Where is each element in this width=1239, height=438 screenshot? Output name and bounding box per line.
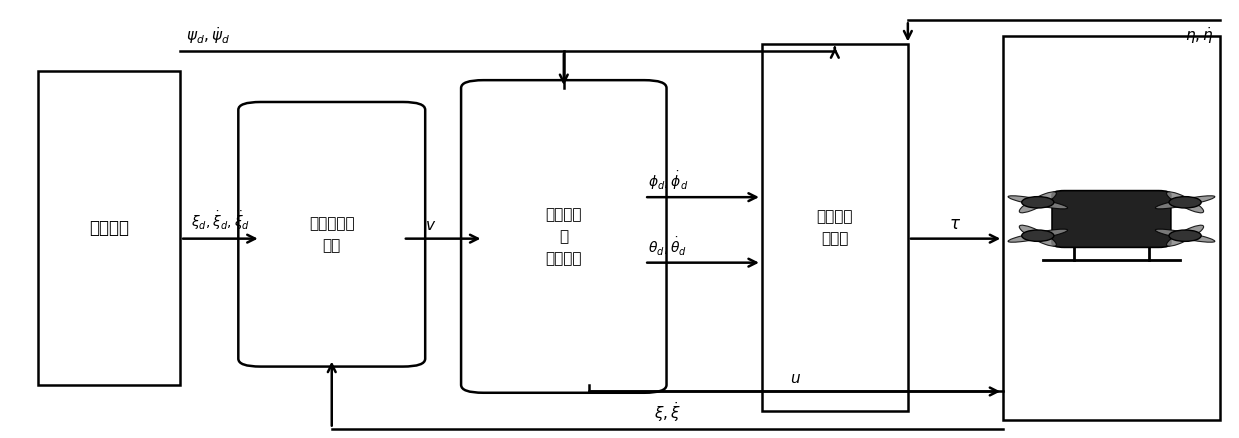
Bar: [762, 44, 908, 411]
Text: $v$: $v$: [425, 219, 436, 233]
Text: 期望轨迹: 期望轨迹: [89, 219, 129, 237]
Text: $\xi,\dot{\xi}$: $\xi,\dot{\xi}$: [654, 400, 681, 424]
Text: $\phi_d,\dot{\phi}_d$: $\phi_d,\dot{\phi}_d$: [648, 169, 689, 192]
Ellipse shape: [1155, 229, 1215, 242]
Ellipse shape: [1020, 225, 1057, 246]
Ellipse shape: [1155, 196, 1215, 209]
Circle shape: [1170, 230, 1201, 241]
Ellipse shape: [1020, 192, 1057, 213]
Text: $\psi_d,\dot{\psi}_d$: $\psi_d,\dot{\psi}_d$: [186, 25, 230, 46]
Text: 姿态跟踪
控制器: 姿态跟踪 控制器: [817, 209, 854, 246]
Bar: [1004, 35, 1219, 420]
Bar: [38, 71, 180, 385]
Text: $\xi_d,\dot{\xi}_d,\ddot{\xi}_d$: $\xi_d,\dot{\xi}_d,\ddot{\xi}_d$: [191, 209, 250, 232]
FancyBboxPatch shape: [238, 102, 425, 367]
Text: 转换计算
和
微分运算: 转换计算 和 微分运算: [545, 207, 582, 266]
Text: 位置跟踪控
制器: 位置跟踪控 制器: [309, 215, 354, 253]
FancyBboxPatch shape: [461, 80, 667, 393]
Text: $\tau$: $\tau$: [949, 215, 961, 233]
Circle shape: [1170, 197, 1201, 208]
Ellipse shape: [1167, 225, 1203, 246]
Ellipse shape: [1009, 229, 1068, 242]
Circle shape: [1022, 230, 1054, 241]
FancyBboxPatch shape: [1052, 191, 1171, 247]
Ellipse shape: [1009, 196, 1068, 209]
Circle shape: [1022, 197, 1054, 208]
Ellipse shape: [1167, 192, 1203, 213]
Text: $\eta,\dot{\eta}$: $\eta,\dot{\eta}$: [1184, 25, 1213, 46]
Text: $u$: $u$: [790, 371, 802, 386]
Text: $\theta_d,\dot{\theta}_d$: $\theta_d,\dot{\theta}_d$: [648, 236, 686, 258]
